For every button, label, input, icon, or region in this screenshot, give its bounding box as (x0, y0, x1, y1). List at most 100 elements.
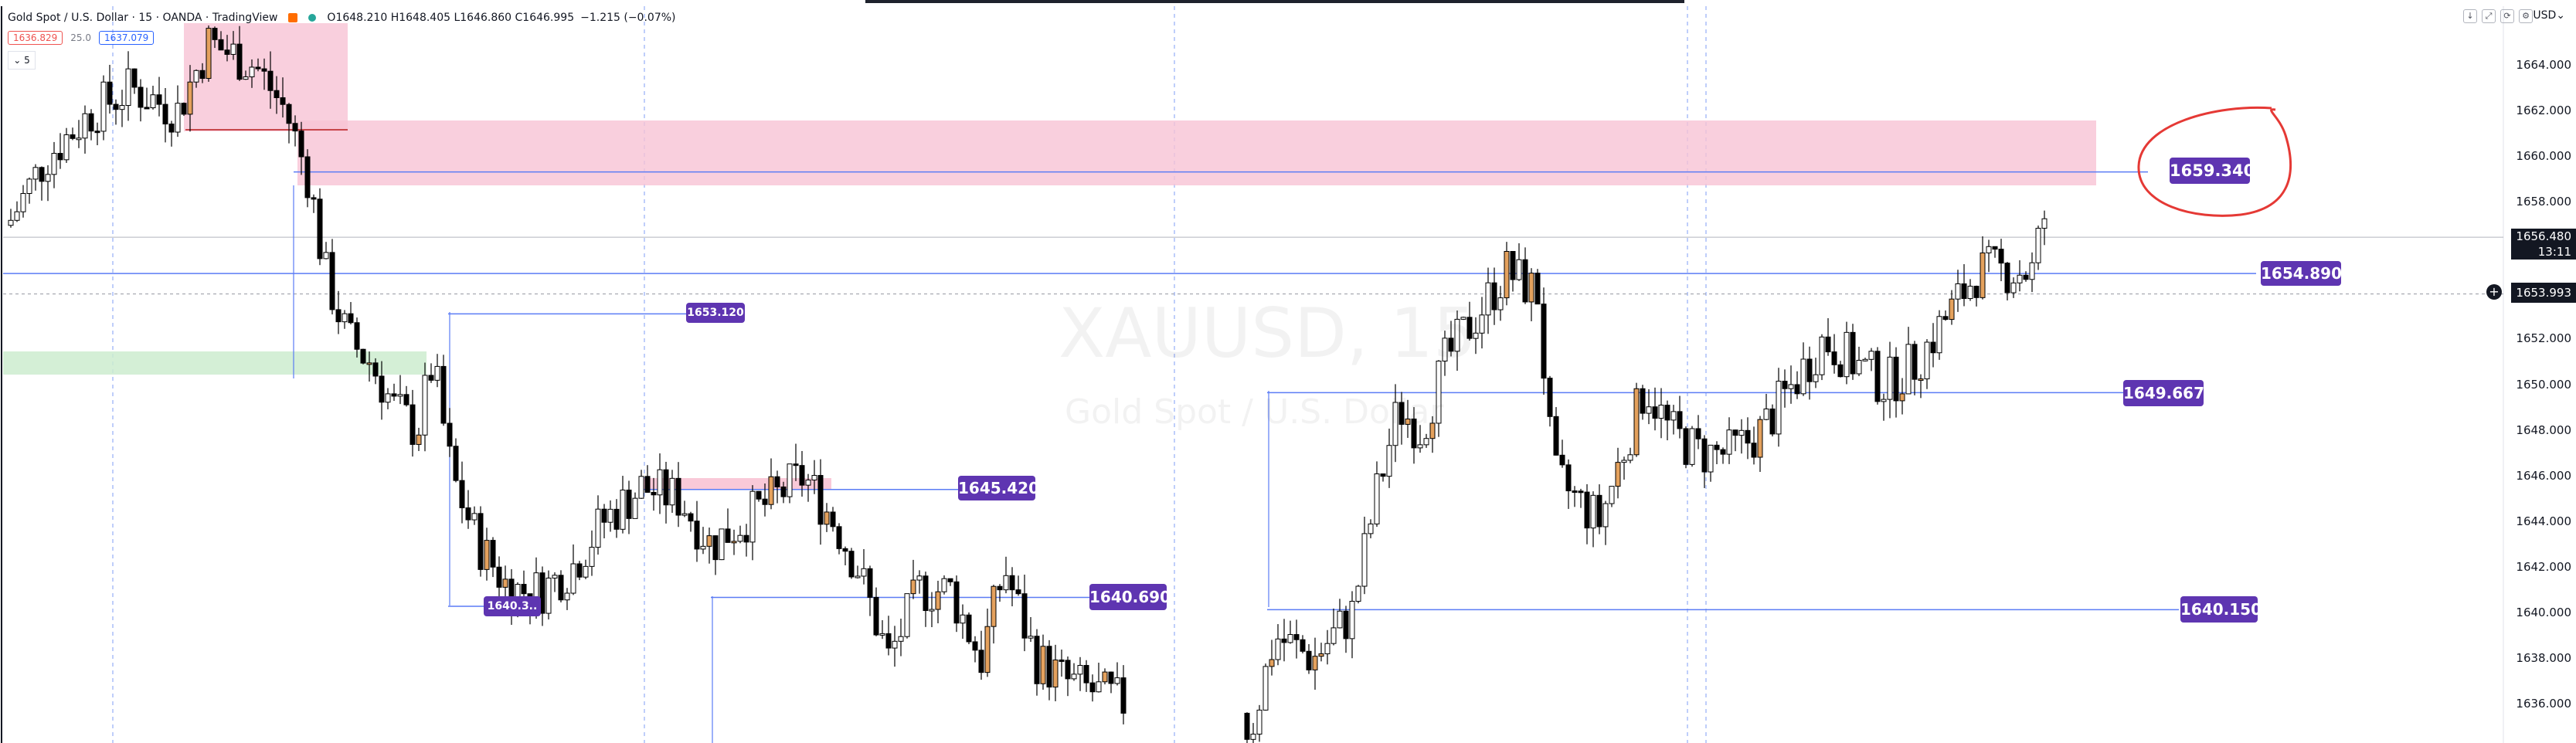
plus-icon[interactable]: + (2486, 284, 2502, 300)
candle-body (280, 97, 286, 105)
candle-body (26, 178, 32, 194)
candle-body (311, 197, 317, 200)
level-label[interactable]: 1645.420 (958, 476, 1039, 500)
candle-body (1553, 416, 1559, 456)
candle-body (1942, 316, 1949, 321)
price-tick-label: 1642.000 (2516, 559, 2571, 574)
candle-body (620, 489, 626, 530)
buy-button[interactable]: 1637.079 (98, 31, 155, 45)
candle-body (923, 575, 929, 612)
settings-icon[interactable]: ⚙ (2519, 9, 2533, 23)
candle-body (651, 491, 657, 496)
symbol-title[interactable]: Gold Spot / U.S. Dollar · 15 · OANDA · T… (8, 12, 278, 24)
price-tick-label: 1662.000 (2516, 103, 2571, 118)
candle-body (1961, 283, 1967, 300)
currency-selector[interactable]: USD⌄ (2533, 9, 2565, 22)
sell-button[interactable]: 1636.829 (8, 31, 63, 45)
level-label[interactable]: 1640.150 (2180, 596, 2262, 623)
candle-body (2035, 228, 2041, 263)
candle-body (1980, 252, 1986, 298)
candle-body (768, 476, 774, 505)
candle-body (1485, 282, 1491, 316)
level-label[interactable]: 1649.667 (2123, 380, 2204, 406)
candle-body (1312, 656, 1318, 670)
candle-body (688, 513, 694, 522)
candle-body (1256, 709, 1263, 735)
candle-body (20, 192, 26, 212)
arrow-down-icon[interactable]: ↓ (2463, 9, 2477, 23)
level-label[interactable]: 1653.120 (686, 303, 745, 323)
candle-body (1708, 444, 1714, 473)
candle-body (70, 134, 76, 139)
price-tick-label: 1650.000 (2516, 377, 2571, 392)
candle-body (1263, 666, 1269, 711)
candle-body (1751, 443, 1757, 458)
candle-body (1089, 682, 1096, 693)
candle-body (1714, 444, 1720, 450)
candle-body (1269, 659, 1275, 667)
candle-body (57, 153, 63, 161)
candle-body (88, 113, 94, 132)
candle-body (1646, 406, 1652, 414)
candle-body (842, 548, 848, 552)
candle-body (1386, 445, 1392, 477)
candle-body (910, 579, 916, 595)
candle-body (249, 66, 255, 77)
candle-body (576, 563, 583, 578)
level-label[interactable]: 1640.690 (1089, 584, 1171, 610)
candle-body (997, 585, 1003, 591)
candle-body (719, 528, 725, 561)
candle-body (162, 103, 168, 125)
candle-body (1621, 460, 1627, 463)
refresh-icon[interactable]: ⟳ (2500, 9, 2514, 23)
candle-body (230, 43, 236, 55)
candle-body (762, 498, 768, 505)
candle-body (1757, 419, 1763, 458)
candle-body (1491, 282, 1497, 310)
candle-body (1454, 318, 1460, 352)
collapse-indicators-button[interactable]: ⌄ 5 (8, 51, 36, 70)
candle-body (1355, 585, 1361, 602)
candle-body (1862, 358, 1868, 361)
candle-body (471, 513, 477, 521)
level-label[interactable]: 1659.340 (2170, 158, 2255, 184)
candle-body (1782, 381, 1788, 389)
candle-body (743, 534, 749, 543)
candle-body (1806, 358, 1813, 382)
candle-body (94, 131, 100, 134)
spread-value: 25.0 (70, 32, 91, 43)
current-price-tag: 1656.480 13:11 (2511, 229, 2576, 260)
expand-icon[interactable]: ⤢ (2482, 9, 2496, 23)
candle-body (552, 575, 558, 578)
candle-body (1738, 429, 1745, 436)
candle-body (14, 211, 20, 221)
candle-body (274, 90, 280, 99)
candle-body (1380, 473, 1386, 477)
candle-body (1287, 634, 1293, 643)
level-label[interactable]: 1640.3.. (484, 596, 541, 616)
candle-body (1584, 491, 1590, 529)
candle-body (465, 507, 471, 521)
candle-body (1522, 259, 1528, 303)
level-label[interactable]: 1654.890 (2261, 261, 2342, 286)
candle-body (1541, 304, 1547, 379)
candle-body (1330, 627, 1337, 644)
visibility-icon[interactable] (288, 13, 298, 22)
candle-body (410, 404, 416, 445)
candle-body (477, 513, 484, 570)
candle-body (1318, 653, 1324, 657)
candle-body (632, 497, 638, 519)
candle-body (397, 394, 403, 397)
candle-body (1547, 378, 1553, 417)
candle-body (63, 134, 70, 161)
candle-body (1893, 356, 1899, 402)
candle-body (657, 469, 663, 496)
candle-body (224, 49, 230, 55)
candle-body (39, 167, 45, 182)
crosshair-price-tag: 1653.993 (2511, 283, 2576, 303)
candle-body (1627, 454, 1633, 461)
demand-zone (3, 351, 427, 375)
candle-body (855, 575, 861, 578)
candle-body (1905, 344, 1912, 395)
